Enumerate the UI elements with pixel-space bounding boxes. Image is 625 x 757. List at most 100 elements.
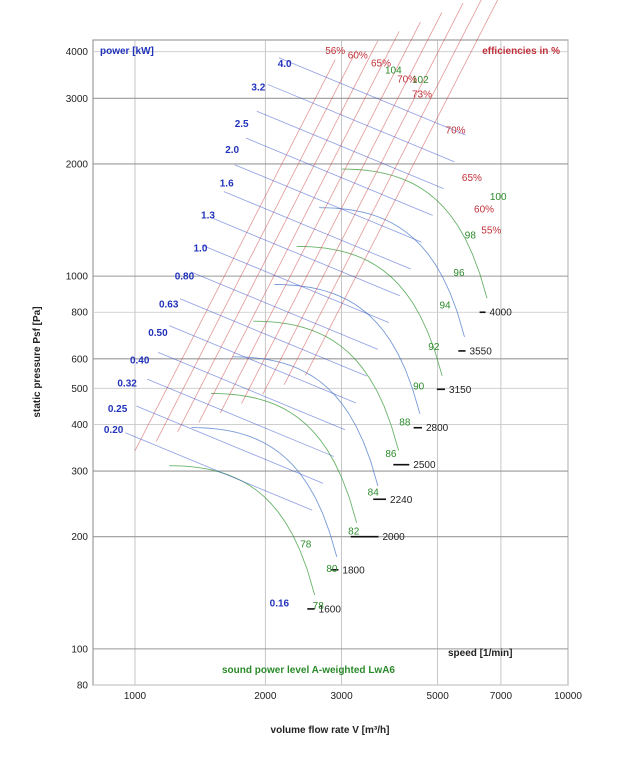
efficiency-line (283, 0, 482, 385)
power-line (234, 164, 422, 243)
power-line (190, 271, 379, 350)
efficiency-line (155, 50, 357, 442)
speed-unit-label: speed [1/min] (448, 648, 512, 659)
speed-curve (274, 284, 421, 414)
sound-level-label: 94 (439, 300, 451, 311)
x-tick-label: 7000 (490, 691, 513, 702)
x-tick-label: 1000 (124, 691, 147, 702)
speed-label-1800: 1800 (342, 565, 365, 576)
power-level-label: 1.0 (194, 244, 208, 255)
efficiency-label: 70% (446, 126, 466, 137)
efficiency-line (177, 40, 379, 433)
sound-level-label: 84 (368, 487, 380, 498)
sound-level-label: 82 (348, 526, 360, 537)
sound-level-label: 90 (413, 382, 425, 393)
power-level-label: 2.5 (235, 119, 249, 130)
sound-level-label: 100 (490, 192, 507, 203)
y-tick-label: 800 (71, 308, 88, 319)
power-level-label: 0.80 (175, 271, 195, 282)
speed-curve (296, 245, 443, 376)
speed-curve (253, 320, 400, 451)
power-level-label: 1.3 (201, 211, 215, 222)
y-tick-label: 4000 (66, 47, 89, 58)
power-line (136, 405, 324, 484)
sound-level-label: 96 (453, 268, 465, 279)
efficiency-line (305, 0, 499, 376)
sound-level-label: 88 (399, 418, 411, 429)
sound-level-label: 78 (313, 601, 325, 612)
sound-level-label: 102 (412, 75, 429, 86)
sound-level-label: 98 (465, 231, 477, 242)
power-level-label: 0.50 (148, 328, 168, 339)
speed-curve (232, 356, 379, 487)
y-axis-title: static pressure Psf [Pa] (32, 306, 43, 417)
plot-frame (92, 39, 569, 686)
power-line (278, 57, 466, 136)
y-tick-label: 500 (71, 384, 88, 395)
efficiency-label: 70% (397, 74, 417, 85)
power-level-label: 3.2 (251, 82, 265, 93)
efficiency-label: 56% (325, 46, 345, 57)
efficiency-label: 60% (474, 205, 494, 216)
power-level-label: 0.20 (104, 425, 124, 436)
power-line (158, 352, 346, 431)
y-tick-label: 80 (77, 681, 89, 692)
power-line (245, 137, 433, 216)
speed-label-2240: 2240 (390, 495, 413, 506)
y-tick-label: 100 (71, 644, 88, 655)
efficiency-label: 73% (412, 90, 432, 101)
power-level-label: 1.6 (220, 178, 234, 189)
speed-label-3150: 3150 (449, 385, 472, 396)
efficiency-label: 60% (348, 50, 368, 61)
speed-curve (319, 207, 465, 338)
efficiency-unit-label: efficiencies in % (482, 46, 560, 57)
x-tick-label: 3000 (330, 691, 353, 702)
power-line (147, 378, 335, 457)
y-tick-label: 3000 (66, 94, 89, 105)
speed-lines (307, 311, 486, 610)
speed-curve (191, 427, 338, 558)
efficiency-label: 55% (481, 226, 501, 237)
efficiency-line (219, 21, 421, 414)
power-level-label: 0.25 (108, 404, 128, 415)
power-line (267, 84, 455, 163)
efficiency-line (262, 2, 464, 395)
power-level-label: 2.0 (225, 145, 239, 156)
power-line (223, 191, 411, 270)
speed-label-1600: 1600 (319, 604, 342, 615)
speed-label-2500: 2500 (413, 460, 436, 471)
speed-label-3550: 3550 (470, 346, 493, 357)
sound-level-label: 104 (385, 65, 402, 76)
power-level-label: 0.32 (117, 379, 137, 390)
power-line (125, 432, 313, 511)
speed-curve (211, 393, 358, 523)
x-axis-title: volume flow rate V [m³/h] (271, 725, 390, 736)
power-line (201, 244, 389, 323)
speed-label-2000: 2000 (382, 532, 405, 543)
efficiency-line (198, 31, 400, 423)
speed-label-4000: 4000 (490, 308, 513, 319)
y-tick-label: 300 (71, 467, 88, 478)
x-tick-label: 10000 (554, 691, 582, 702)
power-level-label: 4.0 (278, 59, 292, 70)
y-tick-label: 200 (71, 532, 88, 543)
y-tick-label: 600 (71, 354, 88, 365)
speed-label-2800: 2800 (426, 423, 449, 434)
y-tick-label: 400 (71, 420, 88, 431)
sound-power-label: sound power level A-weighted LwA6 (222, 665, 395, 676)
efficiency-label: 65% (371, 59, 391, 70)
power-unit-label: power [kW] (100, 46, 154, 57)
power-line (179, 298, 368, 377)
x-tick-label: 5000 (427, 691, 450, 702)
grid (93, 40, 569, 686)
power-line (256, 110, 444, 189)
power-level-label: 0.16 (270, 598, 290, 609)
y-tick-label: 2000 (66, 159, 89, 170)
operating-envelope (125, 0, 499, 596)
sound-level-label: 78 (300, 540, 312, 551)
tick-labels: 1000 2000 3000 5000 7000 10000 80 100 200 300 400 5… (66, 47, 583, 702)
sound-level-label: 92 (428, 342, 440, 353)
sound-level-label: 80 (326, 564, 338, 575)
